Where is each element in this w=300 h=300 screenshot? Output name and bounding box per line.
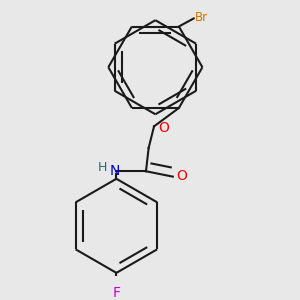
Text: O: O	[158, 121, 169, 135]
Text: H: H	[98, 161, 107, 174]
Text: Br: Br	[195, 11, 208, 24]
Text: N: N	[110, 164, 120, 178]
Text: O: O	[176, 169, 187, 183]
Text: F: F	[112, 286, 120, 300]
